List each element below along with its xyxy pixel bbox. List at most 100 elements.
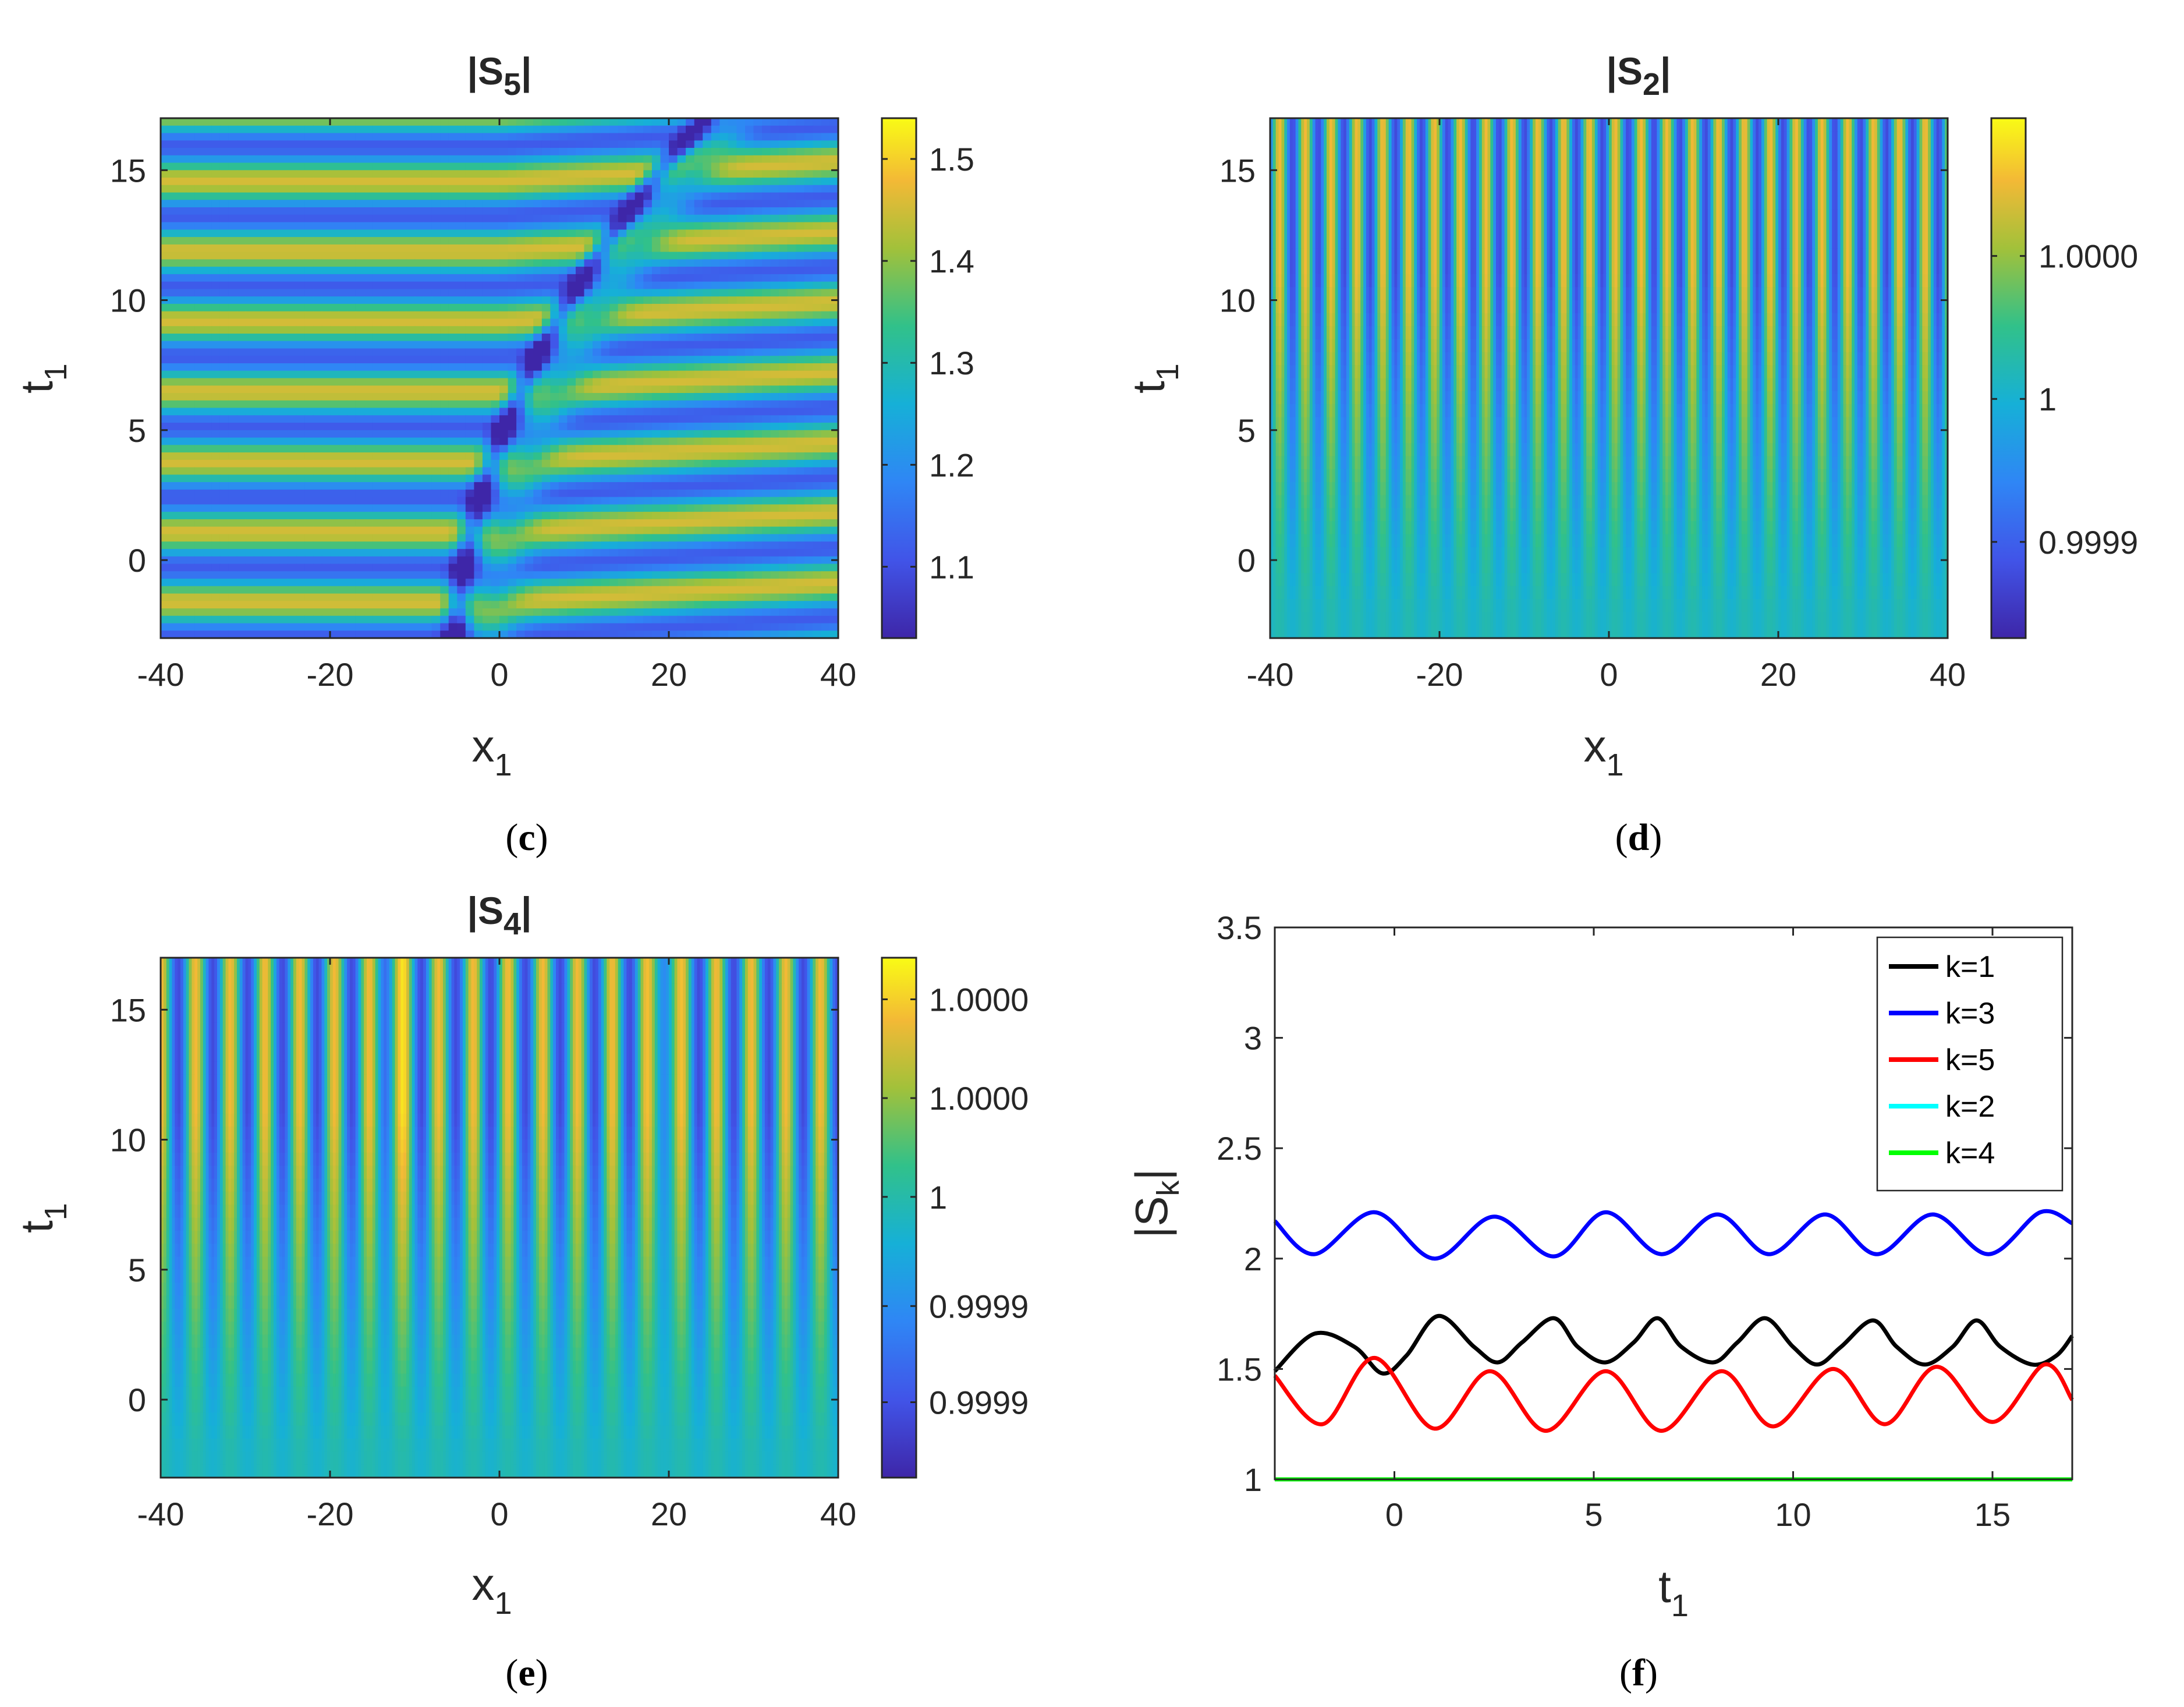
- heatmap-cell: [626, 467, 636, 476]
- heatmap-cell: [508, 534, 517, 542]
- heatmap-cell: [609, 229, 619, 238]
- heatmap-cell: [508, 274, 517, 282]
- heatmap-cell: [499, 222, 509, 231]
- heatmap-cell: [694, 289, 704, 297]
- heatmap-cell: [389, 311, 399, 320]
- heatmap-cell: [186, 192, 195, 201]
- heatmap-cell: [296, 408, 306, 416]
- heatmap-cell: [219, 564, 229, 572]
- heatmap-cell: [770, 474, 779, 483]
- heatmap-cell: [237, 363, 246, 371]
- heatmap-cell: [364, 170, 373, 178]
- heatmap-cell: [398, 259, 407, 267]
- heatmap-cell: [440, 393, 449, 401]
- heatmap-cell: [821, 512, 831, 520]
- heatmap-cell: [703, 564, 712, 572]
- heatmap-cell: [482, 445, 492, 453]
- heatmap-cell: [296, 437, 306, 446]
- heatmap-cell: [381, 274, 390, 282]
- heatmap-cell: [237, 415, 246, 423]
- heatmap-cell: [321, 341, 331, 349]
- heatmap-cell: [677, 400, 686, 409]
- heatmap-cell: [194, 170, 204, 178]
- heatmap-cell: [736, 519, 746, 527]
- heatmap-cell: [228, 274, 237, 282]
- heatmap-cell: [821, 534, 831, 542]
- heatmap-cell: [186, 408, 195, 416]
- heatmap-cell: [669, 564, 678, 572]
- heatmap-cell: [211, 259, 221, 267]
- heatmap-cell: [796, 519, 805, 527]
- heatmap-cell: [219, 452, 229, 461]
- heatmap-cell: [753, 267, 763, 275]
- heatmap-cell: [499, 281, 509, 290]
- heatmap-cell: [245, 556, 254, 565]
- heatmap-cell: [626, 348, 636, 357]
- heatmap-cell: [643, 356, 653, 364]
- heatmap-cell: [626, 244, 636, 253]
- heatmap-cell: [516, 274, 526, 282]
- heatmap-cell: [219, 497, 229, 505]
- heatmap-cell: [711, 564, 721, 572]
- heatmap-cell: [821, 178, 831, 186]
- heatmap-cell: [593, 526, 602, 535]
- heatmap-cell: [355, 564, 365, 572]
- heatmap-cell: [423, 356, 432, 364]
- heatmap-cell: [381, 318, 390, 327]
- heatmap-cell: [829, 214, 839, 223]
- heatmap-cell: [541, 474, 551, 483]
- heatmap-cell: [431, 385, 441, 394]
- heatmap-cell: [829, 467, 839, 476]
- heatmap-cell: [686, 497, 695, 505]
- heatmap-cell: [288, 459, 297, 468]
- heatmap-cell: [254, 459, 263, 468]
- heatmap-cell: [762, 267, 771, 275]
- heatmap-cell: [626, 489, 636, 498]
- heatmap-cell: [558, 430, 568, 438]
- heatmap-cell: [609, 385, 619, 394]
- heatmap-cell: [541, 564, 551, 572]
- heatmap-cell: [296, 237, 306, 245]
- heatmap-cell: [584, 274, 593, 282]
- heatmap-cell: [762, 162, 771, 171]
- heatmap-cell: [618, 214, 627, 223]
- heatmap-cell: [533, 252, 543, 260]
- heatmap-cell: [169, 385, 178, 394]
- heatmap-cell: [499, 207, 509, 215]
- heatmap-cell: [533, 118, 543, 126]
- heatmap-cell: [228, 548, 237, 557]
- heatmap-cell: [355, 474, 365, 483]
- heatmap-cell: [262, 214, 271, 223]
- heatmap-cell: [406, 385, 416, 394]
- heatmap-cell: [787, 459, 797, 468]
- heatmap-cell: [533, 200, 543, 208]
- heatmap-cell: [237, 578, 246, 587]
- heatmap-cell: [660, 222, 669, 231]
- heatmap-cell: [524, 445, 534, 453]
- heatmap-cell: [313, 222, 322, 231]
- heatmap-cell: [813, 185, 822, 193]
- heatmap-cell: [601, 385, 610, 394]
- heatmap-cell: [330, 415, 339, 423]
- heatmap-cell: [584, 118, 593, 126]
- heatmap-cell: [821, 289, 831, 297]
- heatmap-cell: [576, 311, 585, 320]
- heatmap-cell: [516, 185, 526, 193]
- heatmap-cell: [804, 259, 814, 267]
- heatmap-cell: [372, 348, 382, 357]
- heatmap-cell: [558, 452, 568, 461]
- heatmap-cell: [245, 430, 254, 438]
- heatmap-cell: [593, 185, 602, 193]
- heatmap-cell: [288, 334, 297, 342]
- heatmap-cell: [364, 474, 373, 483]
- heatmap-cell: [440, 296, 449, 304]
- heatmap-cell: [381, 541, 390, 550]
- heatmap-cell: [448, 318, 458, 327]
- heatmap-cell: [219, 274, 229, 282]
- heatmap-cell: [406, 140, 416, 148]
- heatmap-cell: [245, 192, 254, 201]
- heatmap-cell: [753, 311, 763, 320]
- heatmap-cell: [279, 133, 289, 141]
- heatmap-cell: [626, 178, 636, 186]
- heatmap-cell: [686, 548, 695, 557]
